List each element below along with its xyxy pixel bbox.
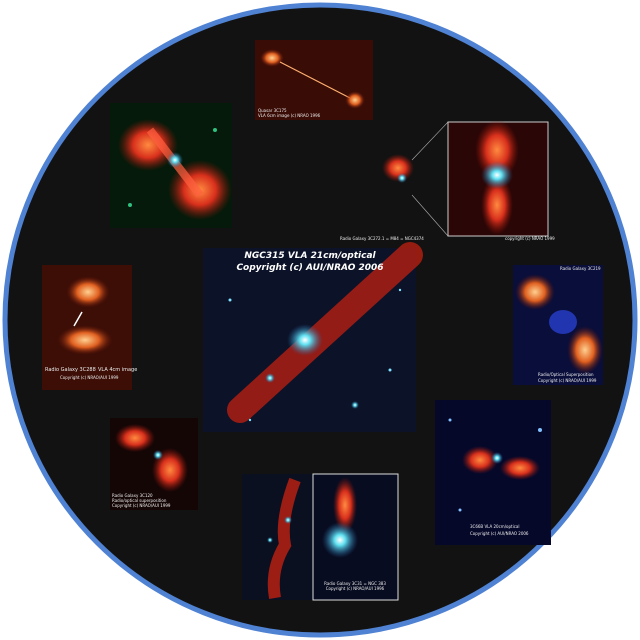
caption: Radio Galaxy 3C288 <box>45 367 96 373</box>
caption: VLA 4cm image <box>98 367 137 373</box>
caption: Radio Galaxy 3C120 <box>112 493 153 498</box>
caption: copyright (c) NRAO 1999 <box>505 236 555 241</box>
caption: VLA 6cm image (c) NRAO 1996 <box>258 113 321 118</box>
caption: Copyright (c) AUI/NRAO 2006 <box>470 531 529 536</box>
panel: Quasar 3C175 VLA 6cm image (c) NRAO 1996 <box>255 40 373 120</box>
caption: 3C66B VLA 20cm/optical <box>470 524 519 529</box>
caption: Radio Galaxy 3C272.1 = M84 = NGC4374 <box>340 236 424 241</box>
caption: NGC315 VLA 21cm/optical <box>244 251 376 261</box>
panel: Radio Galaxy 3C272.1 = M84 = NGC4374 cop… <box>340 120 555 241</box>
panel: 3C66B VLA 20cm/optical Copyright (c) AUI… <box>435 400 551 545</box>
caption: Copyright (c) NRAO/AUI 1999 <box>538 378 597 383</box>
panel: NGC315 VLA 21cm/optical Copyright (c) AU… <box>203 242 423 432</box>
caption: Quasar 3C175 <box>258 108 287 113</box>
caption: Copyright (c) AUI/NRAO 2006 <box>236 263 383 273</box>
caption: Radio/Optical Superposition <box>538 372 594 377</box>
caption: Copyright (c) NRAO/AUI 1996 <box>326 586 385 591</box>
caption: Radio/optical superposition <box>112 498 167 503</box>
caption: Copyright (c) NRAO/AUI 1999 <box>60 375 119 380</box>
panel <box>110 103 232 228</box>
panel: Radio Galaxy 3C288 VLA 4cm image Copyrig… <box>42 265 137 390</box>
panel: Radio Galaxy 3C31 = NGC 383 Copyright (c… <box>242 473 399 601</box>
caption: Radio Galaxy 3C31 = NGC 383 <box>324 581 386 586</box>
caption: Copyright (c) NRAO/AUI 1999 <box>112 503 171 508</box>
panel: Radio Galaxy 3C219 Radio/Optical Superpo… <box>513 265 603 385</box>
panel: Radio Galaxy 3C120 Radio/optical superpo… <box>110 418 198 510</box>
caption: Radio Galaxy 3C219 <box>560 266 601 271</box>
